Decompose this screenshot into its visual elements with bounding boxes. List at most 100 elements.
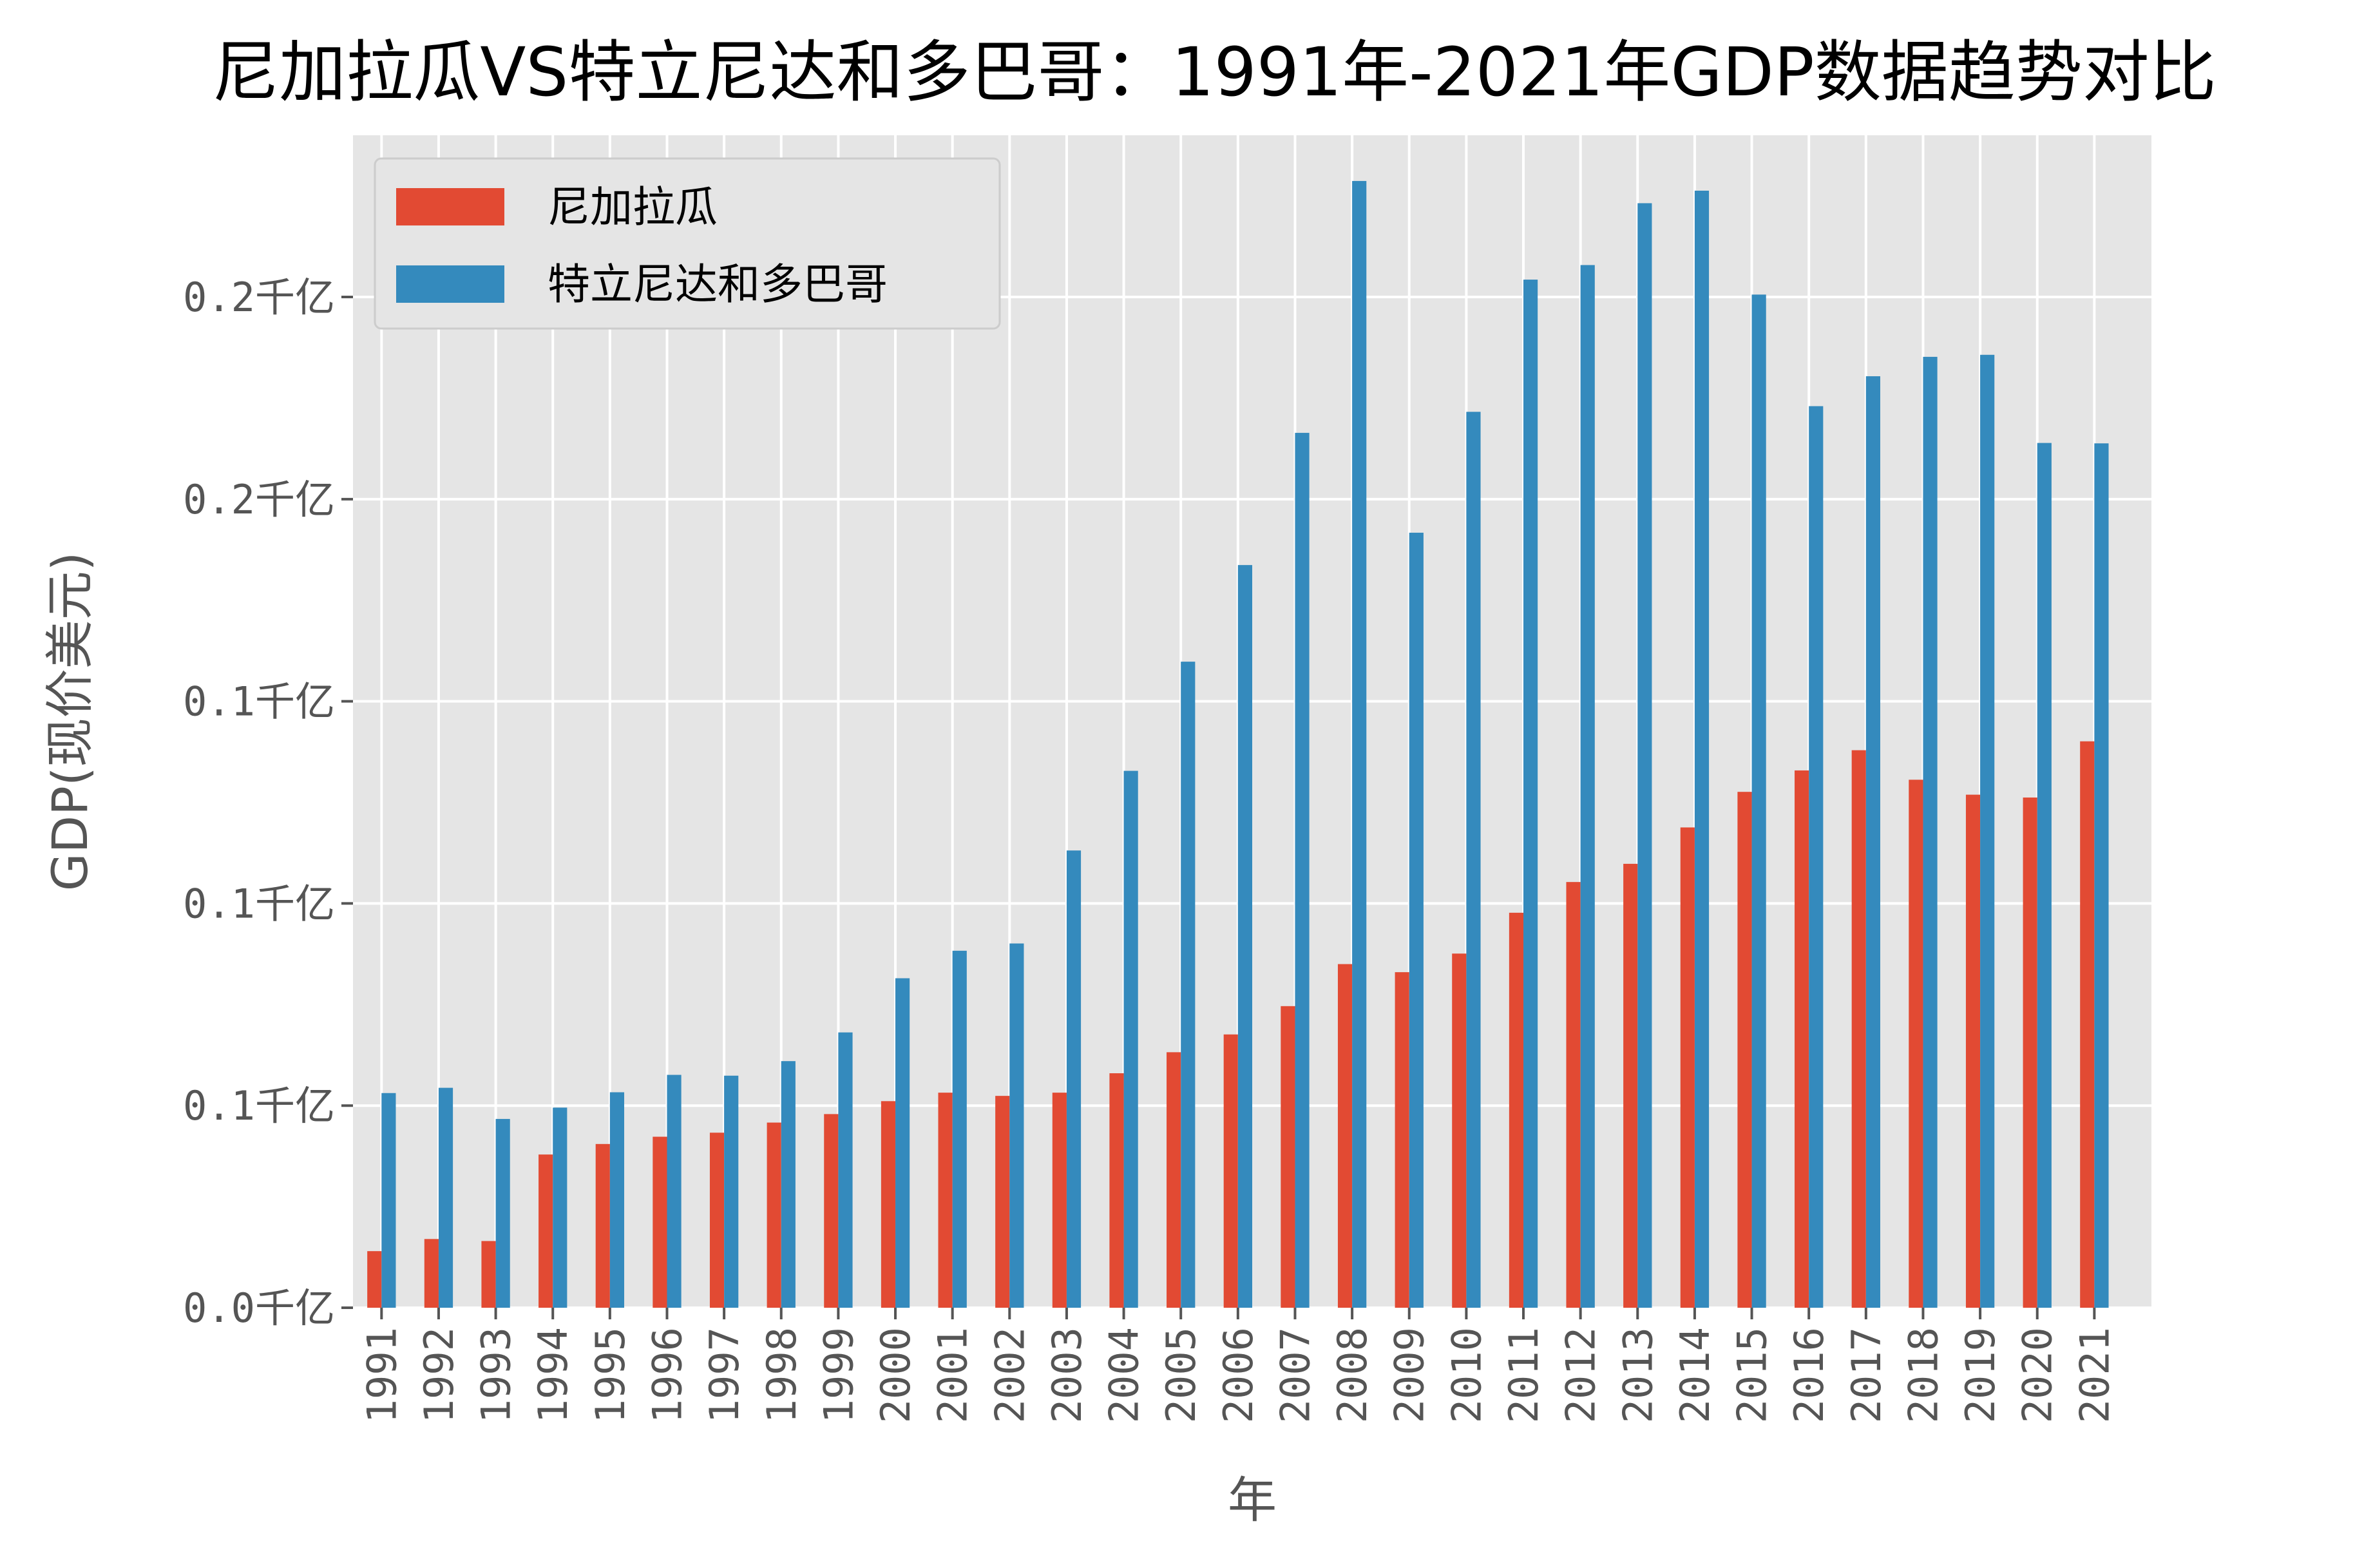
legend-label-trinidad-and-tobago: 特立尼达和多巴哥 — [548, 260, 888, 309]
x-axis-label: 年 — [1228, 1471, 1277, 1529]
bar-trinidad-and-tobago — [609, 1092, 625, 1308]
y-tick-label: 0.0千亿 — [183, 1285, 335, 1332]
bar-nicaragua — [1965, 794, 1981, 1308]
bar-trinidad-and-tobago — [895, 978, 910, 1308]
bar-nicaragua — [1795, 770, 1809, 1308]
x-tick-label: 2006 — [1215, 1327, 1262, 1423]
bar-nicaragua — [1566, 882, 1581, 1308]
x-tick-label: 2020 — [2014, 1327, 2061, 1423]
x-tick-label: 1997 — [701, 1327, 748, 1423]
bar-nicaragua — [367, 1251, 382, 1308]
x-tick-label: 2011 — [1500, 1327, 1547, 1423]
bar-trinidad-and-tobago — [1123, 770, 1138, 1308]
x-tick-label: 1994 — [529, 1327, 577, 1423]
x-tick-label: 2017 — [1843, 1327, 1890, 1423]
bar-trinidad-and-tobago — [1580, 265, 1595, 1308]
bar-nicaragua — [1337, 964, 1353, 1308]
bar-trinidad-and-tobago — [1865, 376, 1880, 1308]
bar-trinidad-and-tobago — [1809, 406, 1824, 1308]
chart-title: 尼加拉瓜VS特立尼达和多巴哥：1991年-2021年GDP数据趋势对比 — [212, 33, 2216, 111]
bar-nicaragua — [995, 1096, 1010, 1308]
bar-trinidad-and-tobago — [838, 1032, 853, 1308]
x-tick-label: 1992 — [415, 1327, 462, 1423]
x-tick-label: 2012 — [1558, 1327, 1605, 1423]
y-tick-label: 0.1千亿 — [183, 880, 335, 927]
legend-swatch-trinidad-and-tobago — [396, 265, 504, 303]
bar-trinidad-and-tobago — [1352, 180, 1367, 1308]
legend-label-nicaragua: 尼加拉瓜 — [548, 182, 718, 232]
bar-nicaragua — [539, 1154, 553, 1308]
bar-trinidad-and-tobago — [1237, 565, 1252, 1308]
bar-trinidad-and-tobago — [1694, 190, 1710, 1308]
bar-trinidad-and-tobago — [495, 1118, 510, 1308]
bar-trinidad-and-tobago — [667, 1075, 682, 1308]
bar-nicaragua — [2023, 797, 2037, 1308]
x-tick-label: 2014 — [1672, 1327, 1719, 1423]
bar-nicaragua — [709, 1133, 725, 1308]
bar-trinidad-and-tobago — [1923, 356, 1938, 1308]
bar-trinidad-and-tobago — [1409, 532, 1424, 1308]
bar-nicaragua — [1223, 1034, 1238, 1308]
y-tick-label: 0.2千亿 — [183, 476, 335, 523]
legend: 尼加拉瓜 特立尼达和多巴哥 — [374, 157, 1001, 330]
bar-nicaragua — [1737, 792, 1752, 1308]
bar-trinidad-and-tobago — [438, 1087, 453, 1308]
bar-trinidad-and-tobago — [381, 1093, 396, 1308]
x-tick-label: 2003 — [1044, 1327, 1091, 1423]
x-tick-label: 2000 — [872, 1327, 919, 1423]
x-tick-label: 2019 — [1957, 1327, 2004, 1423]
x-tick-label: 2005 — [1158, 1327, 1205, 1423]
x-tick-label: 2018 — [1900, 1327, 1947, 1423]
legend-swatch-nicaragua — [396, 188, 504, 225]
y-tick-label: 0.2千亿 — [183, 274, 335, 321]
x-tick-label: 2001 — [929, 1327, 977, 1423]
legend-frame — [374, 157, 1001, 330]
x-tick-label: 2007 — [1272, 1327, 1319, 1423]
bar-nicaragua — [1680, 827, 1695, 1308]
x-tick-label: 1995 — [587, 1327, 634, 1423]
y-tick-label: 0.1千亿 — [183, 678, 335, 725]
bar-trinidad-and-tobago — [1980, 354, 1995, 1308]
bar-trinidad-and-tobago — [553, 1107, 567, 1308]
bar-trinidad-and-tobago — [1295, 432, 1310, 1308]
x-tick-label: 2016 — [1786, 1327, 1833, 1423]
bar-nicaragua — [824, 1114, 839, 1308]
bar-nicaragua — [1452, 953, 1467, 1308]
x-tick-label: 2013 — [1614, 1327, 1661, 1423]
x-tick-label: 1999 — [815, 1327, 862, 1423]
bar-nicaragua — [481, 1241, 496, 1308]
x-tick-label: 2021 — [2071, 1327, 2118, 1423]
bar-trinidad-and-tobago — [1466, 412, 1481, 1308]
bars-layer — [367, 180, 2109, 1308]
bar-nicaragua — [1851, 750, 1866, 1308]
x-tick-label: 1991 — [358, 1327, 405, 1423]
x-tick-label: 2009 — [1386, 1327, 1433, 1423]
bar-trinidad-and-tobago — [1009, 943, 1024, 1308]
bar-nicaragua — [2080, 741, 2095, 1308]
bar-trinidad-and-tobago — [1181, 662, 1196, 1308]
bar-trinidad-and-tobago — [2037, 443, 2052, 1308]
y-tick-label: 0.1千亿 — [183, 1082, 335, 1129]
x-axis-ticks: 1991 1992 1993 1994 1995 1996 1997 1998 1999 2000… — [358, 1308, 2118, 1423]
bar-nicaragua — [1395, 972, 1409, 1308]
bar-trinidad-and-tobago — [1637, 203, 1652, 1308]
bar-trinidad-and-tobago — [1751, 294, 1766, 1308]
bar-nicaragua — [595, 1143, 610, 1308]
x-tick-label: 1996 — [643, 1327, 691, 1423]
x-tick-label: 1993 — [473, 1327, 520, 1423]
x-tick-label: 1998 — [758, 1327, 805, 1423]
bar-trinidad-and-tobago — [781, 1061, 796, 1308]
bar-trinidad-and-tobago — [724, 1075, 739, 1308]
bar-nicaragua — [938, 1093, 953, 1308]
x-tick-label: 2002 — [986, 1327, 1033, 1423]
bar-trinidad-and-tobago — [1066, 850, 1082, 1308]
bar-trinidad-and-tobago — [2094, 443, 2109, 1308]
bar-nicaragua — [1052, 1093, 1067, 1308]
x-tick-label: 2010 — [1443, 1327, 1490, 1423]
bar-nicaragua — [1109, 1073, 1124, 1308]
bar-nicaragua — [1623, 863, 1638, 1308]
bar-nicaragua — [767, 1122, 781, 1308]
bar-nicaragua — [653, 1136, 667, 1308]
bar-nicaragua — [1909, 779, 1923, 1308]
bar-trinidad-and-tobago — [1523, 280, 1538, 1308]
